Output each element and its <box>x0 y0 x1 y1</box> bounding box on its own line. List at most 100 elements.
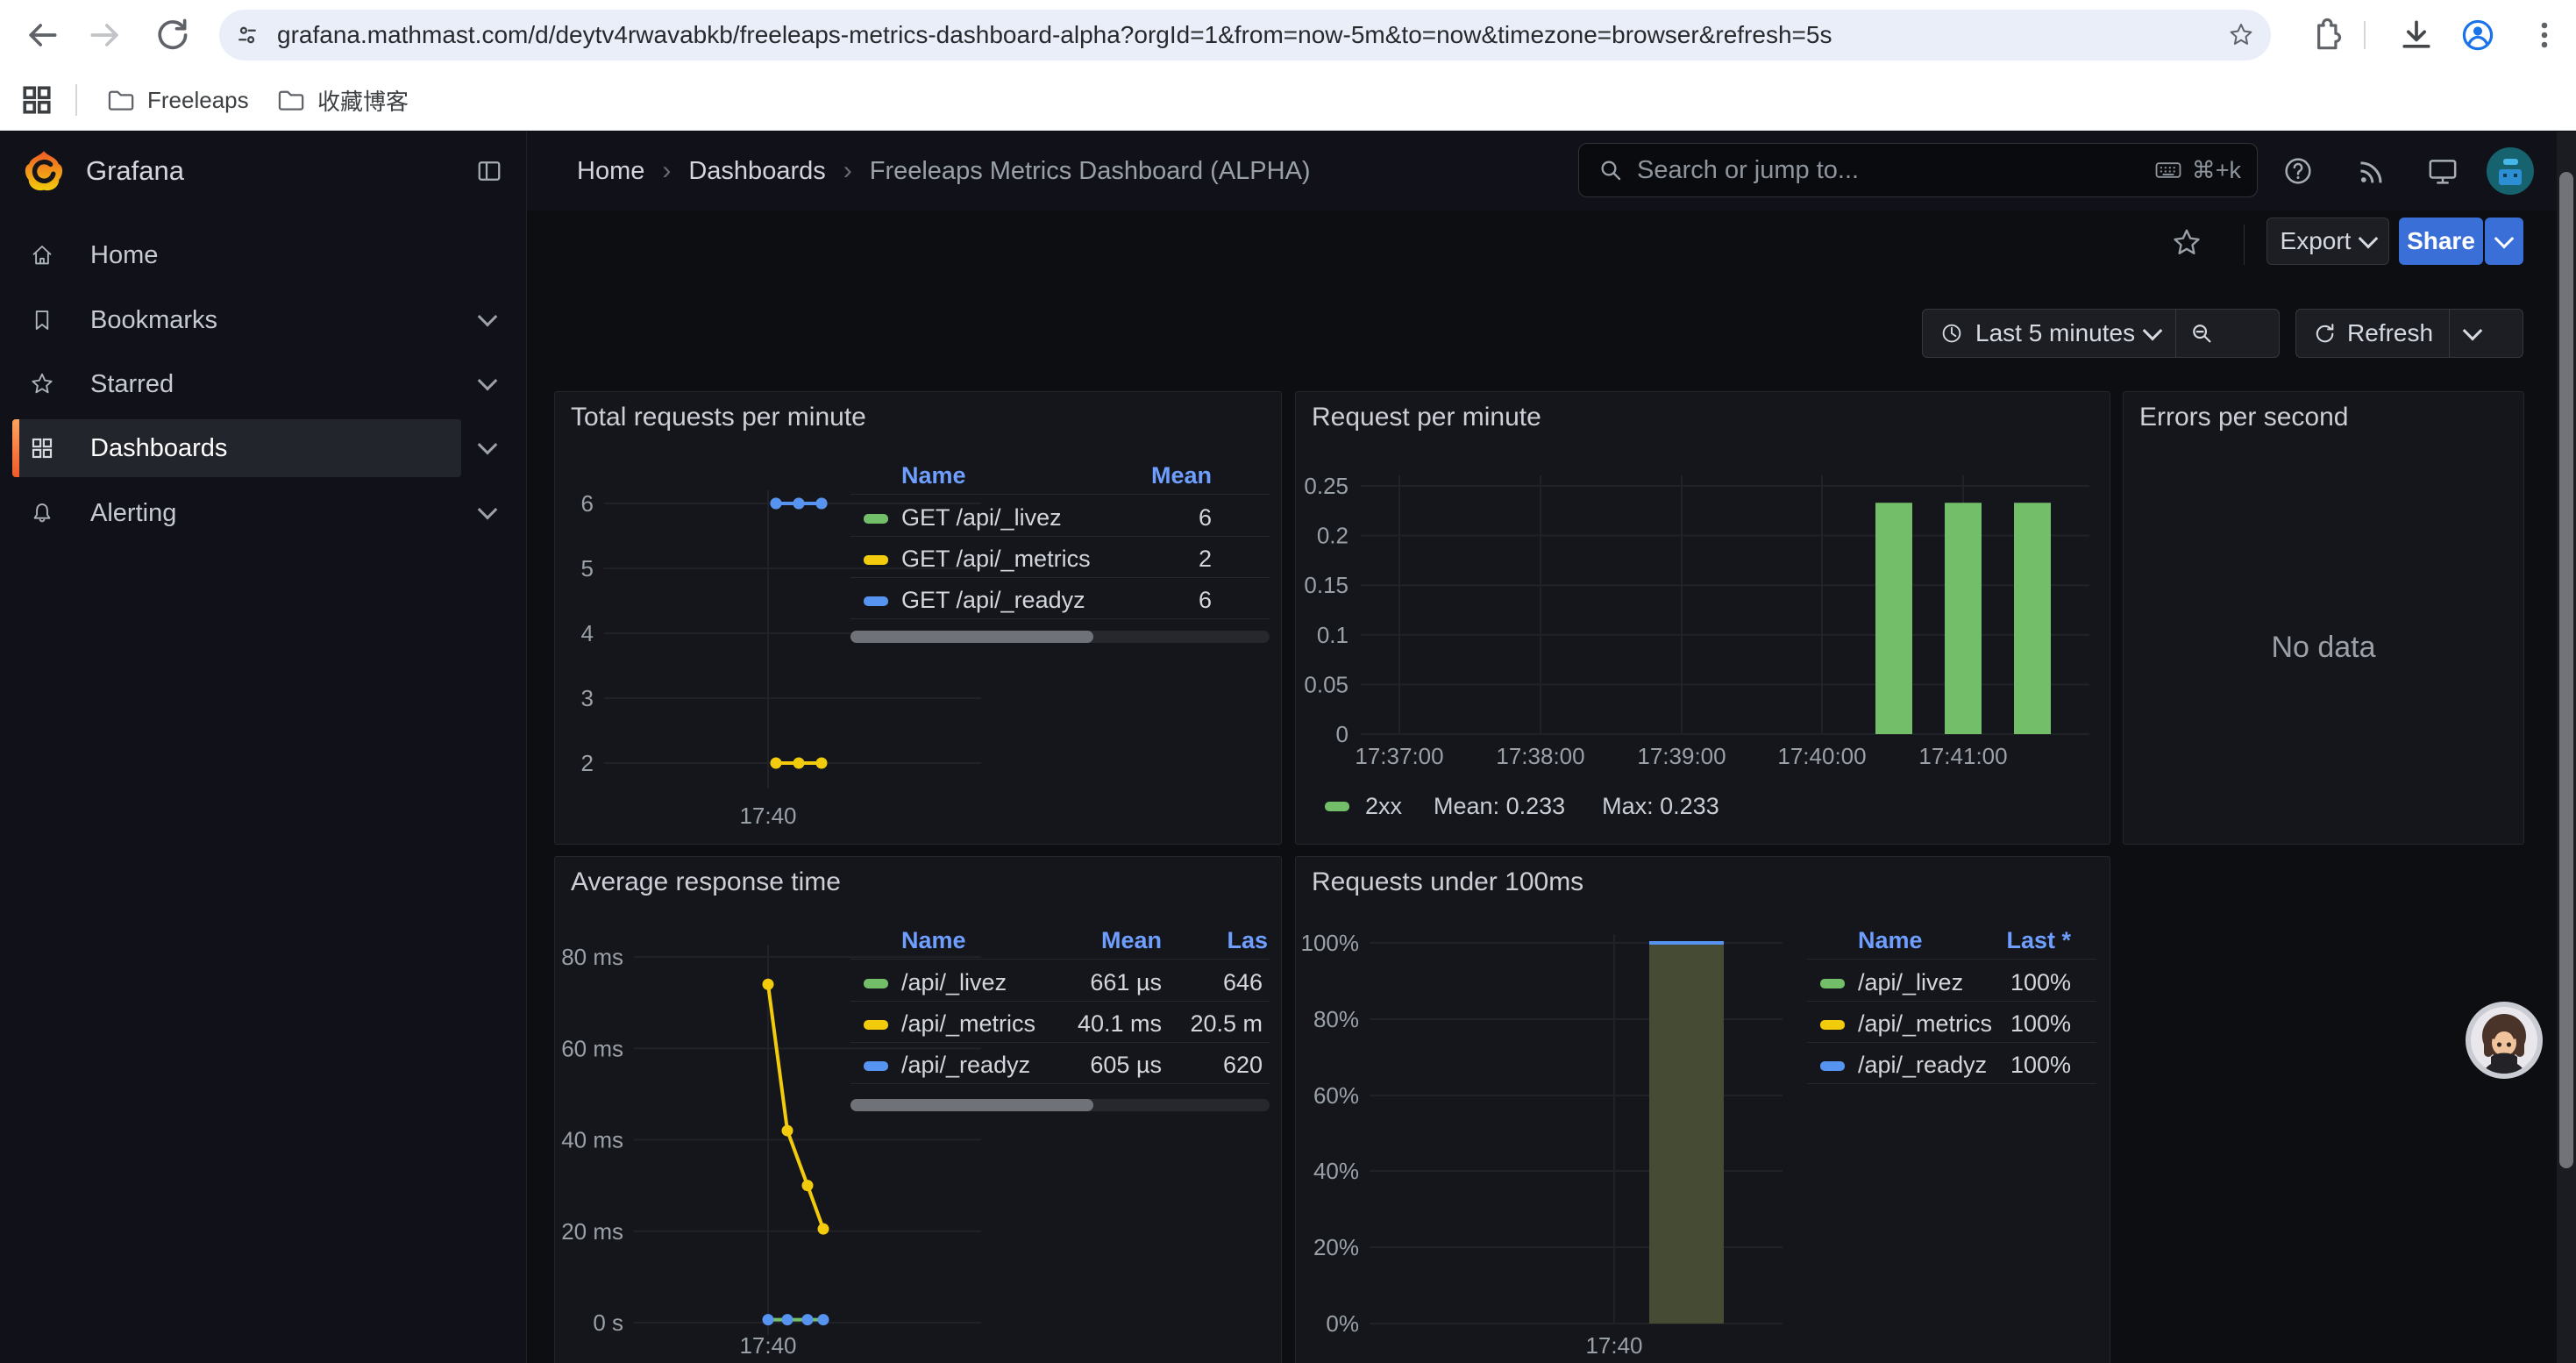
series-pill[interactable] <box>864 555 888 565</box>
series-name[interactable]: 2xx <box>1365 793 1402 820</box>
back-icon[interactable] <box>23 16 61 54</box>
bookmark-folder-blogs[interactable]: 收藏博客 <box>260 77 424 123</box>
export-button[interactable]: Export <box>2266 218 2389 265</box>
panel-title[interactable]: Requests under 100ms <box>1312 867 1583 897</box>
panel-title[interactable]: Request per minute <box>1312 403 1541 432</box>
chevron-down-icon[interactable] <box>478 307 498 327</box>
bookmark-folder-freeleaps[interactable]: Freeleaps <box>89 77 265 123</box>
legend-separator <box>1807 959 2096 960</box>
forward-icon[interactable] <box>86 16 125 54</box>
series-name[interactable]: /api/_livez <box>1858 969 1963 996</box>
chevron-down-icon <box>2359 229 2379 249</box>
series-mean: 6 <box>1199 587 1212 614</box>
sidebar-toggle-icon[interactable] <box>473 155 505 187</box>
panel-title[interactable]: Average response time <box>571 867 841 897</box>
sidebar-item-home[interactable]: Home <box>0 226 526 284</box>
brand-name[interactable]: Grafana <box>86 132 184 211</box>
legend-col-mean[interactable]: Mean <box>1151 462 1212 489</box>
series-name[interactable]: GET /api/_livez <box>901 504 1062 532</box>
series-pill[interactable] <box>864 979 888 988</box>
zoom-out-button[interactable] <box>2176 310 2227 357</box>
user-avatar[interactable] <box>2487 147 2534 195</box>
profile-icon[interactable] <box>2459 16 2497 54</box>
series-last: 646 <box>1223 969 1263 996</box>
breadcrumb-dashboards[interactable]: Dashboards <box>688 157 825 186</box>
series-pill[interactable] <box>864 1061 888 1071</box>
dashboard-canvas: Export Share Last 5 minutes Refresh <box>527 211 2557 1363</box>
url-bar[interactable]: grafana.mathmast.com/d/deytv4rwavabkb/fr… <box>219 10 2271 61</box>
search-input[interactable]: Search or jump to... ⌘+k <box>1578 143 2258 197</box>
legend-scrollbar[interactable] <box>850 631 1270 643</box>
legend-col-last[interactable]: Las <box>1227 927 1268 954</box>
bookmark-star-icon[interactable] <box>2227 21 2255 49</box>
series-pill[interactable] <box>864 596 888 606</box>
series-pill[interactable] <box>864 514 888 524</box>
series-pill[interactable] <box>1325 802 1349 811</box>
share-button[interactable]: Share <box>2399 218 2483 265</box>
legend-scrollbar[interactable] <box>850 1099 1270 1111</box>
share-dropdown-button[interactable] <box>2485 218 2523 265</box>
panel-title[interactable]: Errors per second <box>2139 403 2348 432</box>
legend-scrollbar-thumb[interactable] <box>850 1099 1093 1111</box>
extensions-icon[interactable] <box>2306 16 2345 54</box>
series-name[interactable]: /api/_readyz <box>1858 1052 1987 1079</box>
reload-icon[interactable] <box>153 16 191 54</box>
favorite-star-icon[interactable] <box>2170 226 2203 260</box>
chevron-down-icon[interactable] <box>478 371 498 391</box>
tune-icon[interactable] <box>235 23 260 47</box>
browser-menu-icon[interactable] <box>2525 16 2564 54</box>
svg-text:20 ms: 20 ms <box>561 1218 623 1245</box>
grafana-logo-icon[interactable] <box>21 148 67 194</box>
time-range-picker[interactable]: Last 5 minutes <box>1923 310 2175 357</box>
monitor-icon[interactable] <box>2425 153 2460 189</box>
refresh-button[interactable]: Refresh <box>2296 310 2449 357</box>
legend-separator <box>850 959 1270 960</box>
svg-text:17:40: 17:40 <box>1585 1332 1642 1359</box>
legend-col-name[interactable]: Name <box>901 927 966 954</box>
series-pill[interactable] <box>1820 979 1845 988</box>
series-name[interactable]: /api/_metrics <box>901 1010 1035 1038</box>
header-divider <box>526 132 527 211</box>
series-name[interactable]: /api/_metrics <box>1858 1010 1992 1038</box>
rss-icon[interactable] <box>2354 153 2389 189</box>
legend-col-last[interactable]: Last * <box>2006 927 2071 954</box>
series-name[interactable]: /api/_readyz <box>901 1052 1030 1079</box>
page-scrollbar[interactable] <box>2557 132 2576 1363</box>
legend-col-name[interactable]: Name <box>901 462 966 489</box>
clock-icon <box>1939 320 1965 346</box>
help-icon[interactable] <box>2281 153 2316 189</box>
sidebar-item-dashboards[interactable]: Dashboards <box>0 419 526 477</box>
breadcrumb-home[interactable]: Home <box>577 157 644 186</box>
series-pill[interactable] <box>1820 1020 1845 1030</box>
svg-text:60%: 60% <box>1313 1082 1359 1109</box>
sidebar-item-alerting[interactable]: Alerting <box>0 484 526 542</box>
svg-text:80 ms: 80 ms <box>561 944 623 970</box>
chevron-down-icon[interactable] <box>478 435 498 455</box>
downloads-icon[interactable] <box>2397 16 2436 54</box>
svg-text:17:40:00: 17:40:00 <box>1777 743 1866 769</box>
series-name[interactable]: GET /api/_readyz <box>901 587 1085 614</box>
legend-col-name[interactable]: Name <box>1858 927 1923 954</box>
panel-title[interactable]: Total requests per minute <box>571 403 866 432</box>
browser-toolbar: grafana.mathmast.com/d/deytv4rwavabkb/fr… <box>0 0 2576 70</box>
svg-text:3: 3 <box>581 685 594 711</box>
series-mean: 40.1 ms <box>1078 1010 1162 1038</box>
legend-col-mean[interactable]: Mean <box>1101 927 1162 954</box>
floating-assistant-avatar[interactable] <box>2465 1001 2544 1080</box>
sidebar-item-label: Dashboards <box>90 419 227 477</box>
series-pill[interactable] <box>864 1020 888 1030</box>
apps-grid-icon[interactable] <box>18 81 56 119</box>
panel-total-requests: Total requests per minute 2345617:40 Nam… <box>554 391 1282 845</box>
sidebar-item-bookmarks[interactable]: Bookmarks <box>0 291 526 349</box>
page-scrollbar-thumb[interactable] <box>2559 172 2573 1168</box>
series-name[interactable]: /api/_livez <box>901 969 1007 996</box>
sidebar-item-starred[interactable]: Starred <box>0 355 526 413</box>
series-name[interactable]: GET /api/_metrics <box>901 546 1091 573</box>
series-pill[interactable] <box>1820 1061 1845 1071</box>
chevron-down-icon[interactable] <box>478 500 498 520</box>
url-text[interactable]: grafana.mathmast.com/d/deytv4rwavabkb/fr… <box>277 10 1832 61</box>
legend-scrollbar-thumb[interactable] <box>850 631 1093 643</box>
legend-separator <box>1807 1042 2096 1043</box>
bookmark-icon <box>29 307 55 333</box>
refresh-interval-button[interactable] <box>2450 310 2495 357</box>
